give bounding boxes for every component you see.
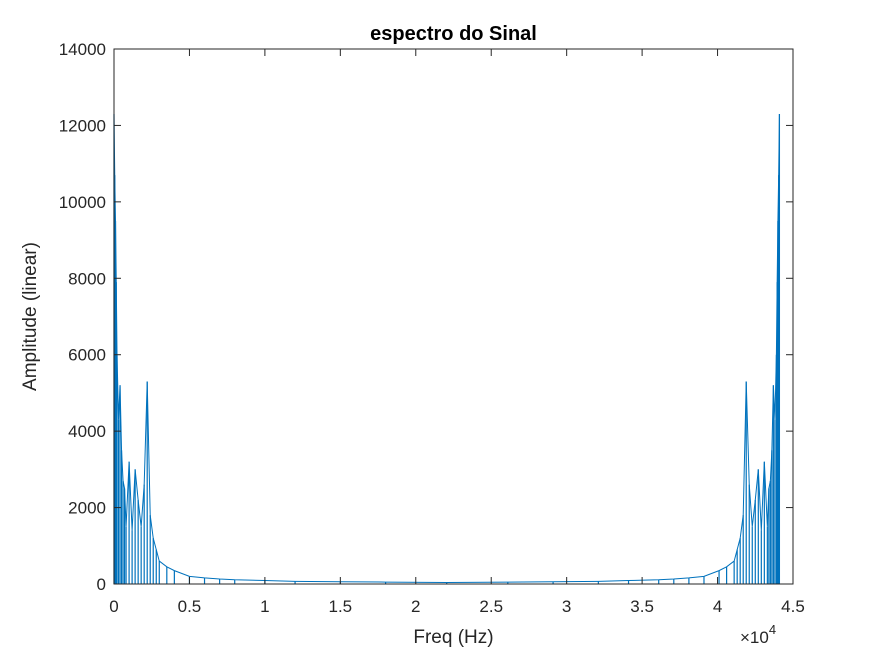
x-tick-label: 4.5 (781, 597, 805, 616)
x-tick-label: 0.5 (178, 597, 202, 616)
x-axis-label: Freq (Hz) (413, 627, 493, 648)
ticks-layer: 0 0.5 1 1.5 2 2.5 3 3.5 4 4.5 0 2000 4000 6000 8000 100… (59, 40, 805, 616)
x-tick-label: 2 (411, 597, 420, 616)
x-tick-label: 1.5 (329, 597, 353, 616)
y-tick-label: 2000 (68, 499, 106, 518)
x-tick-label: 4 (713, 597, 722, 616)
y-tick-label: 0 (97, 575, 106, 594)
x-tick-label: 3.5 (630, 597, 654, 616)
y-tick-label: 10000 (59, 193, 106, 212)
x-axis-exponent: ×104 (740, 622, 776, 647)
x-tick-label: 3 (562, 597, 571, 616)
chart-title: espectro do Sinal (370, 23, 537, 45)
y-tick-label: 12000 (59, 116, 106, 135)
y-tick-label: 14000 (59, 40, 106, 59)
y-tick-label: 8000 (68, 269, 106, 288)
axes-box (113, 48, 794, 585)
spectrum-line (113, 113, 780, 583)
x-tick-label: 0 (109, 597, 118, 616)
series-layer (113, 113, 781, 584)
y-tick-label: 4000 (68, 422, 106, 441)
x-tick-label: 2.5 (479, 597, 503, 616)
plot-area (114, 49, 793, 584)
x-tick-label: 1 (260, 597, 269, 616)
y-axis-label: Amplitude (linear) (20, 242, 41, 391)
y-tick-label: 6000 (68, 346, 106, 365)
